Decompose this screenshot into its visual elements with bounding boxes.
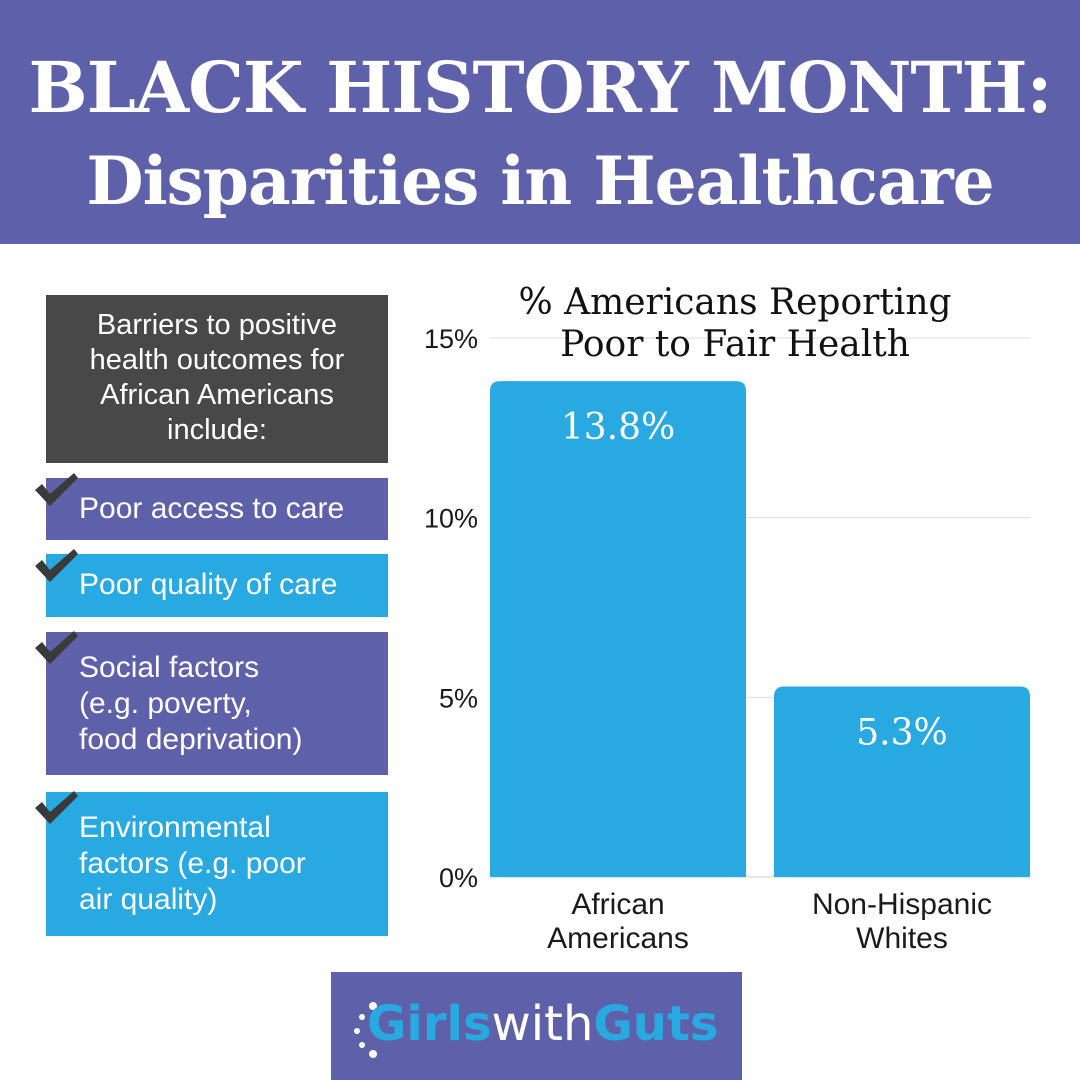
x-tick-label: Whites xyxy=(856,922,948,955)
checkmark-icon xyxy=(35,631,78,664)
logo-dots-icon xyxy=(354,1002,377,1058)
barrier-item-access: Poor access to care xyxy=(46,478,388,540)
health-bar-chart: 0% 5% 10% 15% 13.8% African Americans 5.3% Non-H… xyxy=(395,270,1080,970)
intro-line: Barriers to positive xyxy=(96,309,338,341)
logo-wordmark: GirlswithGuts xyxy=(367,994,718,1054)
girls-with-guts-logo: GirlswithGuts xyxy=(331,972,742,1080)
y-tick-label: 15% xyxy=(424,324,478,354)
checkmark-icon xyxy=(35,473,78,506)
page-title-line1: BLACK HISTORY MONTH: xyxy=(28,46,1053,129)
barrier-line: Social factors xyxy=(79,651,260,684)
barrier-line: Poor access to care xyxy=(79,492,345,525)
chart-title-line: % Americans Reporting xyxy=(518,282,952,323)
data-label: 5.3% xyxy=(856,713,947,754)
logo-word-with: with xyxy=(491,996,594,1052)
chart-title: % Americans Reporting Poor to Fair Healt… xyxy=(440,282,1030,366)
y-tick-label: 10% xyxy=(424,504,478,534)
bar xyxy=(774,686,1030,877)
barrier-item-quality: Poor quality of care xyxy=(46,554,388,617)
header-banner: BLACK HISTORY MONTH: Disparities in Heal… xyxy=(0,0,1080,244)
logo-word-girls: Girls xyxy=(367,996,492,1052)
barrier-line: Environmental xyxy=(79,811,271,844)
checkmark-icon xyxy=(35,549,78,582)
barrier-item-social: Social factors (e.g. poverty, food depri… xyxy=(46,632,388,775)
y-tick-label: 0% xyxy=(439,863,478,893)
x-tick-label: African xyxy=(571,888,664,921)
intro-line: include: xyxy=(167,414,267,446)
barrier-line: (e.g. poverty, xyxy=(79,687,252,720)
logo-word-guts: Guts xyxy=(593,996,719,1052)
barriers-intro-box: Barriers to positive health outcomes for… xyxy=(46,295,388,463)
barrier-line: Poor quality of care xyxy=(79,568,338,601)
chart-title-line: Poor to Fair Health xyxy=(560,324,910,365)
intro-line: African Americans xyxy=(100,379,334,411)
x-tick-label: Non-Hispanic xyxy=(812,888,992,921)
x-tick-label: Americans xyxy=(547,922,689,955)
barrier-item-environmental: Environmental factors (e.g. poor air qua… xyxy=(46,792,388,936)
barrier-line: food deprivation) xyxy=(79,723,303,756)
barrier-line: factors (e.g. poor xyxy=(79,847,306,880)
checkmark-icon xyxy=(35,791,78,824)
page-title-line2: Disparities in Healthcare xyxy=(86,142,994,220)
intro-line: health outcomes for xyxy=(89,344,345,376)
barrier-line: air quality) xyxy=(79,883,218,916)
y-tick-label: 5% xyxy=(439,683,478,713)
bar xyxy=(490,381,746,877)
data-label: 13.8% xyxy=(561,407,675,448)
